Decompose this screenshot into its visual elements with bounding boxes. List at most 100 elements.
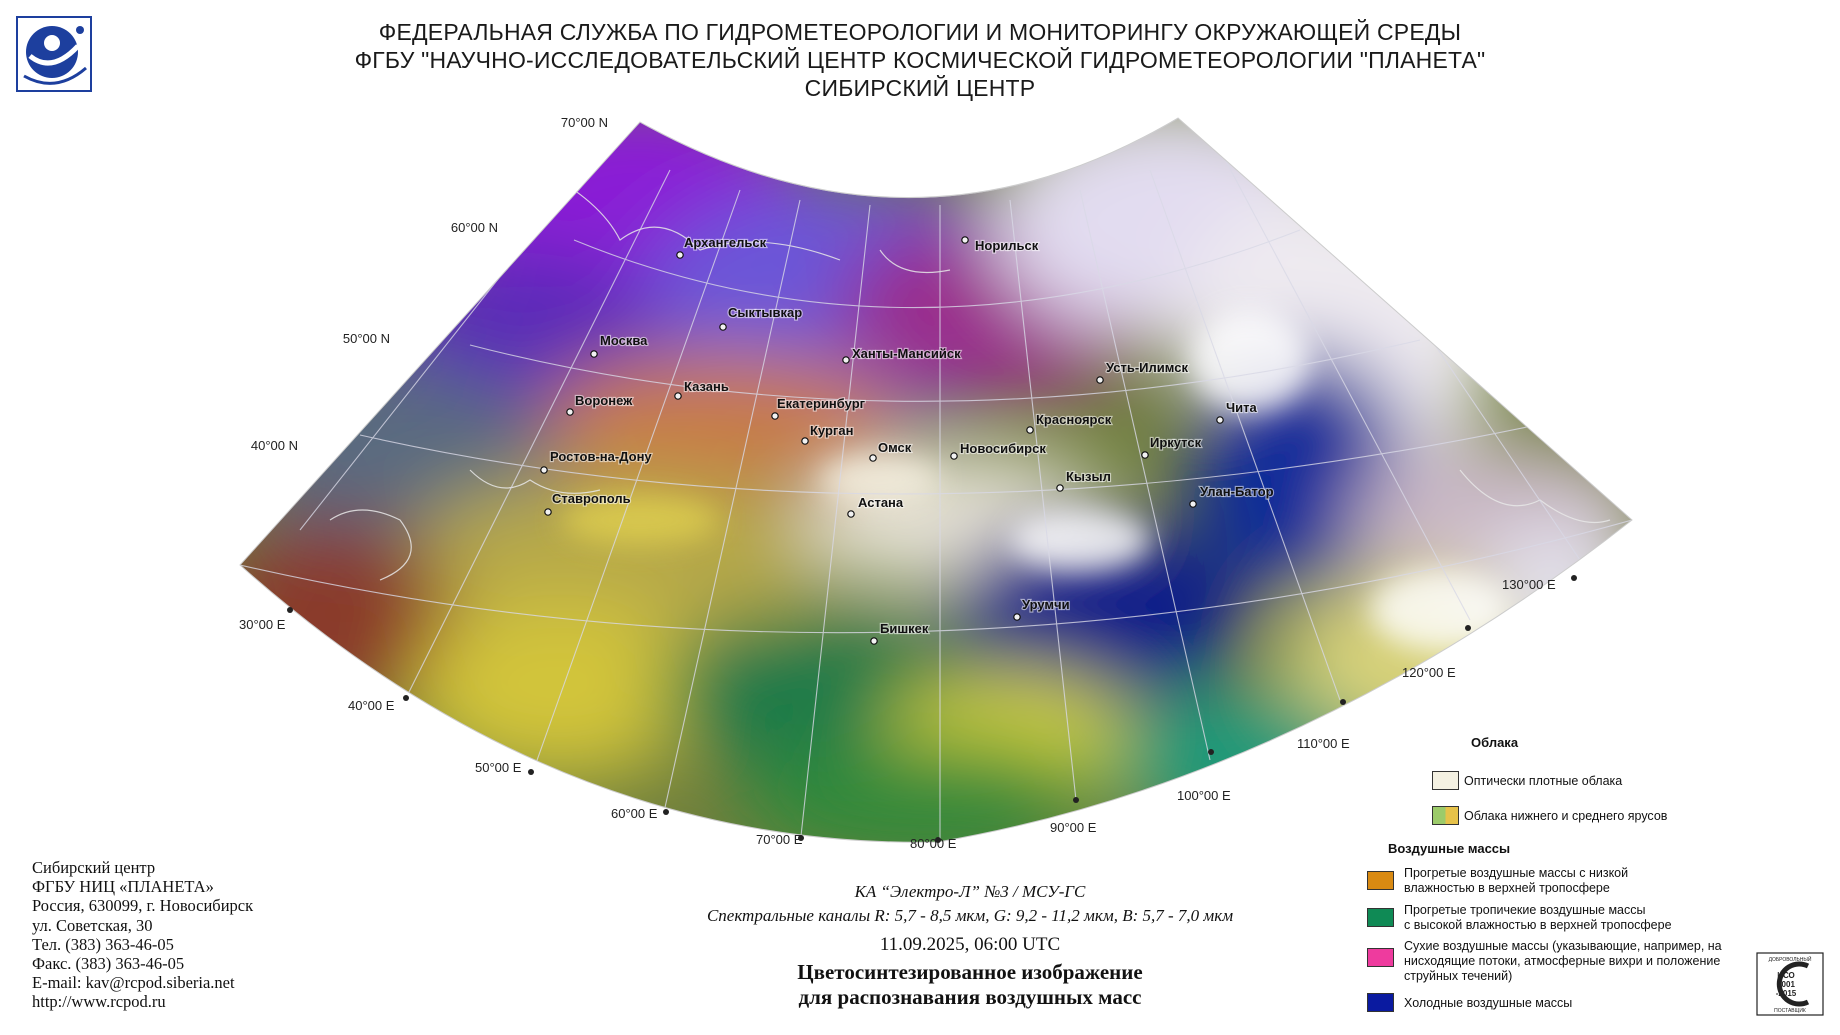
city-marker [1026, 426, 1034, 434]
svg-text:ИСО: ИСО [1777, 971, 1795, 980]
legend-label-dry: Сухие воздушные массы (указывающие, напр… [1404, 939, 1722, 983]
city-marker [1141, 451, 1149, 459]
city-новосибирск: Новосибирск [950, 440, 1047, 460]
city-label: Бишкек [880, 621, 929, 636]
contact-address-street: ул. Советская, 30 [32, 915, 153, 935]
city-marker [842, 356, 850, 364]
legend-swatch-low-mid-clouds [1432, 806, 1459, 825]
city-label: Архангельск [684, 235, 767, 250]
city-екатеринбург: Екатеринбург [771, 395, 867, 420]
planeta-logo [16, 16, 92, 92]
longitude-label-10: 130°00 E [1502, 577, 1556, 592]
satellite-imagery [240, 118, 1632, 843]
city-marker [566, 408, 574, 416]
caption-channels: Спектральные каналы R: 5,7 - 8,5 мкм, G:… [706, 906, 1234, 925]
city-иркутск: Иркутск [1141, 434, 1203, 459]
city-ставрополь: Ставрополь [544, 490, 632, 516]
legend-label-warm-tropical: Прогретые тропичекие воздушные массы с вы… [1404, 903, 1672, 932]
city-label: Чита [1226, 400, 1257, 415]
contact-org-name: ФГБУ НИЦ «ПЛАНЕТА» [32, 877, 214, 897]
legend-air-heading: Воздушные массы [1388, 841, 1511, 856]
longitude-tick-5 [935, 837, 941, 843]
svg-text:-2015: -2015 [1776, 989, 1797, 998]
longitude-label-1: 40°00 E [348, 698, 395, 713]
city-marker [961, 236, 969, 244]
city-label: Курган [810, 423, 853, 438]
city-label: Ставрополь [552, 491, 631, 506]
city-label: Иркутск [1150, 435, 1202, 450]
city-marker [544, 508, 552, 516]
city-омск: Омск [869, 439, 913, 462]
city-label: Воронеж [575, 393, 633, 408]
city-ростов-на-дону: Ростов-на-Дону [540, 448, 654, 474]
city-marker [870, 637, 878, 645]
city-label: Ханты-Мансийск [852, 346, 961, 361]
legend-label-dense-clouds: Оптически плотные облака [1464, 774, 1623, 788]
legend-label-low-mid-clouds: Облака нижнего и среднего ярусов [1464, 809, 1668, 823]
contact-block: Сибирский центр ФГБУ НИЦ «ПЛАНЕТА» Росси… [32, 858, 253, 1012]
header-line-2: ФГБУ "НАУЧНО-ИССЛЕДОВАТЕЛЬСКИЙ ЦЕНТР КОС… [354, 47, 1486, 73]
city-label: Омск [878, 440, 912, 455]
longitude-tick-8 [1340, 699, 1346, 705]
city-label: Улан-Батор [1200, 484, 1274, 499]
city-label: Норильск [975, 238, 1039, 253]
contact-fax: Факс. (383) 363-46-05 [32, 954, 185, 974]
city-норильск: Норильск [961, 236, 1040, 254]
legend-swatch-dry [1367, 948, 1394, 967]
longitude-label-9: 120°00 E [1402, 665, 1456, 680]
city-marker [1056, 484, 1064, 492]
city-marker [1096, 376, 1104, 384]
city-кызыл: Кызыл [1056, 468, 1112, 492]
caption-satellite: КА “Электро-Л” №3 / МСУ-ГС [854, 882, 1086, 901]
svg-text:ДОБРОВОЛЬНЫЙ: ДОБРОВОЛЬНЫЙ [1769, 955, 1812, 963]
longitude-label-6: 90°00 E [1050, 820, 1097, 835]
longitude-tick-6 [1073, 797, 1079, 803]
longitude-label-3: 60°00 E [611, 806, 658, 821]
legend-label-cold: Холодные воздушные массы [1404, 996, 1573, 1010]
city-marker [674, 392, 682, 400]
city-label: Сыктывкар [728, 305, 802, 320]
city-красноярск: Красноярск [1026, 411, 1113, 434]
city-архангельск: Архангельск [676, 234, 768, 259]
legend-swatch-warm-dry [1367, 871, 1394, 890]
longitude-label-4: 70°00 E [756, 832, 803, 847]
city-ханты-мансийск: Ханты-Мансийск [842, 345, 962, 364]
city-label: Красноярск [1036, 412, 1112, 427]
city-сыктывкар: Сыктывкар [719, 304, 803, 331]
contact-email: E-mail: kav@rcpod.siberia.net [32, 973, 235, 993]
longitude-tick-10 [1571, 575, 1577, 581]
city-label: Астана [858, 495, 904, 510]
latitude-label-3: 40°00 N [251, 438, 298, 453]
city-казань: Казань [674, 378, 730, 400]
city-улан-батор: Улан-Батор [1189, 483, 1275, 508]
longitude-label-2: 50°00 E [475, 760, 522, 775]
city-label: Москва [600, 333, 648, 348]
city-marker [676, 251, 684, 259]
contact-website: http://www.rcpod.ru [32, 992, 166, 1012]
image-caption: КА “Электро-Л” №3 / МСУ-ГС Спектральные … [560, 880, 1380, 1010]
city-label: Усть-Илимск [1106, 360, 1188, 375]
city-москва: Москва [590, 332, 649, 358]
city-label: Урумчи [1022, 597, 1070, 612]
city-label: Ростов-на-Дону [550, 449, 652, 464]
contact-org: Сибирский центр [32, 858, 156, 877]
legend-label-warm-dry: Прогретые воздушные массы с низкой влажно… [1404, 866, 1629, 895]
city-marker [1189, 500, 1197, 508]
city-label: Кызыл [1066, 469, 1111, 484]
city-marker [1216, 416, 1224, 424]
legend-clouds-heading: Облака [1471, 735, 1519, 750]
city-label: Новосибирск [960, 441, 1046, 456]
legend-swatch-cold [1367, 993, 1394, 1012]
header-line-3: СИБИРСКИЙ ЦЕНТР [804, 75, 1036, 101]
city-marker [590, 350, 598, 358]
city-воронеж: Воронеж [566, 392, 634, 416]
city-marker [771, 412, 779, 420]
latitude-label-1: 60°00 N [451, 220, 498, 235]
city-урумчи: Урумчи [1013, 596, 1071, 621]
header-line-1: ФЕДЕРАЛЬНАЯ СЛУЖБА ПО ГИДРОМЕТЕОРОЛОГИИ … [378, 19, 1462, 45]
longitude-tick-1 [403, 695, 409, 701]
longitude-tick-9 [1465, 625, 1471, 631]
city-marker [950, 452, 958, 460]
contact-address-city: Россия, 630099, г. Новосибирск [32, 896, 254, 916]
